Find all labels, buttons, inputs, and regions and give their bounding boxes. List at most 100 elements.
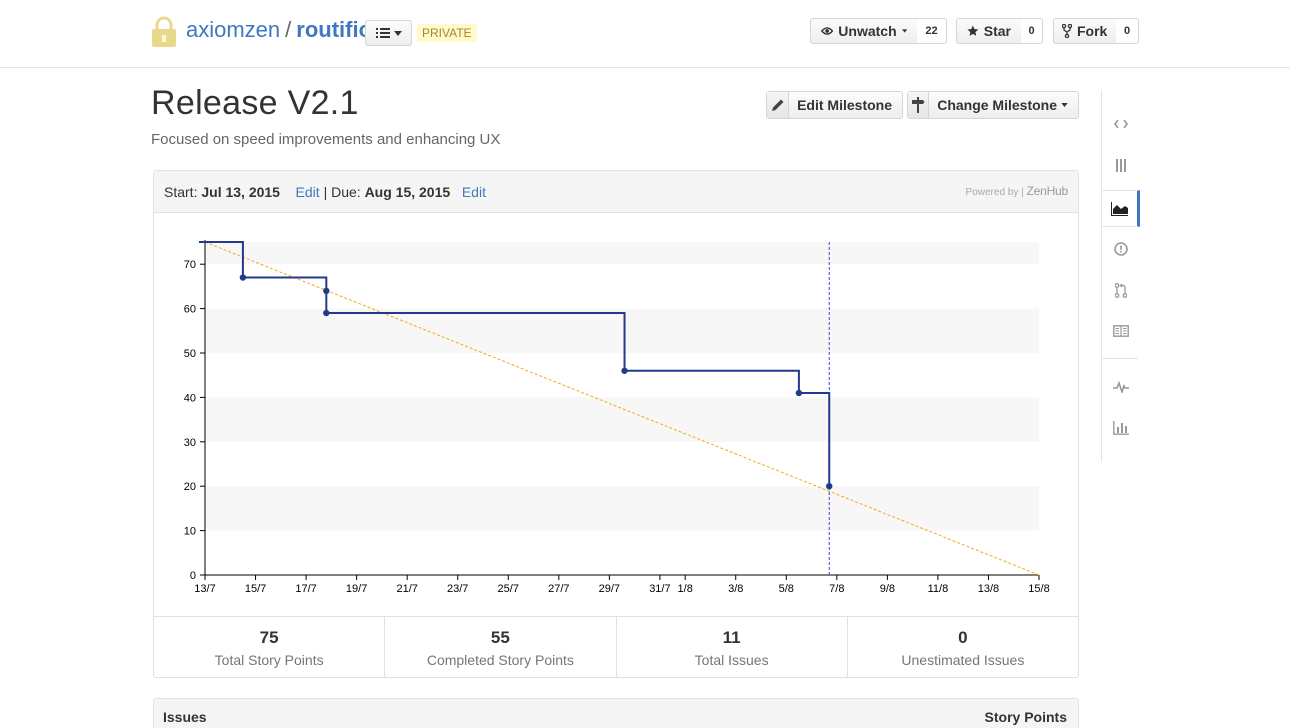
y-tick-label: 30 — [184, 437, 196, 449]
caret-down-icon — [901, 29, 907, 33]
milestone-title: Release V2.1 — [151, 84, 359, 122]
edit-milestone-button[interactable]: Edit Milestone — [766, 91, 903, 119]
x-tick-label: 13/7 — [194, 583, 215, 595]
stats-row: 75 Total Story Points 55 Completed Story… — [154, 616, 1078, 677]
burndown-point — [826, 483, 833, 490]
unwatch-button[interactable]: Unwatch — [810, 18, 918, 44]
y-tick-label: 50 — [184, 348, 196, 360]
repo-separator: / — [285, 17, 292, 42]
y-tick-label: 40 — [184, 392, 196, 404]
burndown-point — [795, 389, 803, 397]
y-tick-label: 0 — [190, 570, 196, 582]
repo-owner-link[interactable]: axiomzen — [186, 17, 281, 42]
nav-projects[interactable] — [1102, 146, 1140, 184]
stat-label: Completed Story Points — [426, 652, 574, 668]
stat-value: 0 — [958, 628, 968, 647]
fork-icon — [1062, 24, 1072, 38]
burndown-point — [323, 287, 330, 295]
x-tick-label: 11/8 — [928, 583, 949, 595]
zenhub-logo[interactable]: ZenHub — [1026, 184, 1069, 198]
repo-side-nav — [1101, 90, 1140, 462]
nav-wiki[interactable] — [1102, 312, 1140, 350]
x-tick-label: 21/7 — [396, 583, 417, 595]
stat-value: 55 — [490, 628, 510, 647]
issues-table-header: Issues Story Points — [153, 698, 1079, 728]
repo-menu-button[interactable] — [365, 20, 412, 46]
grid-band — [205, 308, 1039, 353]
panel-header: Start: Jul 13, 2015 Edit | Due: Aug 15, … — [154, 171, 1078, 213]
forks-count[interactable]: 0 — [1116, 18, 1139, 44]
milestone-dates: Start: Jul 13, 2015 Edit | Due: Aug 15, … — [164, 184, 486, 200]
x-tick-label: 15/7 — [245, 583, 266, 595]
repo-name-link[interactable]: routific — [296, 17, 371, 42]
nav-graphs[interactable] — [1102, 409, 1140, 447]
star-label: Star — [983, 23, 1011, 39]
stat-value: 11 — [722, 628, 741, 647]
start-date: Jul 13, 2015 — [201, 184, 280, 200]
stars-count[interactable]: 0 — [1021, 18, 1043, 44]
story-points-column-header[interactable]: Story Points — [984, 709, 1067, 725]
x-tick-label: 25/7 — [498, 583, 519, 595]
edit-milestone-label: Edit Milestone — [797, 97, 892, 113]
unwatch-label: Unwatch — [838, 23, 897, 39]
milestone-signpost-icon — [912, 97, 925, 113]
star-button[interactable]: Star — [956, 18, 1022, 44]
burndown-point — [323, 309, 330, 317]
stat-value: 75 — [259, 628, 279, 647]
issues-column-header[interactable]: Issues — [163, 709, 207, 725]
fork-button[interactable]: Fork — [1053, 18, 1117, 44]
x-tick-label: 5/8 — [779, 583, 794, 595]
burndown-point — [239, 274, 247, 281]
fork-label: Fork — [1077, 23, 1108, 39]
change-milestone-label: Change Milestone — [937, 97, 1057, 113]
x-tick-label: 31/7 — [649, 583, 670, 595]
caret-down-icon — [393, 30, 402, 36]
edit-start-link[interactable]: Edit — [295, 184, 320, 200]
edit-due-link[interactable]: Edit — [461, 184, 486, 200]
burndown-chart: 0 10 20 30 40 50 60 70 13/7 15/7 17/7 19/7 21/7 23/7 2… — [184, 240, 1050, 595]
y-tick-label: 10 — [184, 526, 196, 538]
caret-down-icon — [1061, 103, 1068, 107]
y-tick-label: 60 — [184, 304, 196, 316]
pulse-icon — [1113, 381, 1129, 393]
x-tick-label: 9/8 — [880, 583, 895, 595]
nav-pull-requests[interactable] — [1102, 271, 1140, 309]
nav-code[interactable] — [1102, 105, 1140, 143]
powered-by: Powered by | ZenHub — [965, 184, 1069, 198]
repo-header: axiomzen / routific PRIVATE Unwatch 22 Sta… — [0, 0, 1290, 68]
x-tick-label: 3/8 — [728, 583, 743, 595]
pull-request-icon — [1115, 282, 1127, 298]
stat-unestimated-issues: 0 Unestimated Issues — [848, 617, 1078, 677]
x-tick-label: 15/8 — [1028, 583, 1049, 595]
nav-issues[interactable] — [1102, 230, 1140, 268]
stat-label: Total Issues — [694, 652, 769, 668]
stat-total-story-points: 75 Total Story Points — [154, 617, 386, 677]
grid-band — [205, 486, 1039, 531]
projects-icon — [1116, 158, 1126, 172]
eye-icon — [821, 27, 834, 35]
due-date: Aug 15, 2015 — [364, 184, 451, 200]
lock-icon — [152, 16, 176, 47]
start-label: Start: — [164, 184, 198, 200]
y-tick-label: 20 — [184, 481, 196, 493]
stat-total-issues: 11 Total Issues — [617, 617, 848, 677]
x-tick-label: 17/7 — [295, 583, 316, 595]
change-milestone-button[interactable]: Change Milestone — [907, 91, 1079, 119]
code-icon — [1114, 119, 1128, 129]
pencil-icon — [771, 99, 784, 111]
nav-pulse[interactable] — [1102, 368, 1140, 406]
powered-by-label: Powered by | — [965, 187, 1024, 198]
repo-title: axiomzen / routific — [186, 17, 371, 43]
burndown-step-line — [199, 241, 831, 487]
pipe-separator: | — [323, 184, 328, 200]
private-badge: PRIVATE — [417, 24, 477, 42]
nav-milestones[interactable] — [1102, 190, 1140, 227]
stat-completed-story-points: 55 Completed Story Points — [385, 617, 617, 677]
stat-label: Total Story Points — [214, 652, 324, 668]
watchers-count[interactable]: 22 — [917, 18, 947, 44]
x-tick-label: 23/7 — [447, 583, 468, 595]
milestone-description: Focused on speed improvements and enhanc… — [151, 131, 501, 148]
burndown-point — [621, 367, 628, 374]
issues-icon — [1114, 242, 1128, 256]
x-tick-label: 1/8 — [678, 583, 693, 595]
